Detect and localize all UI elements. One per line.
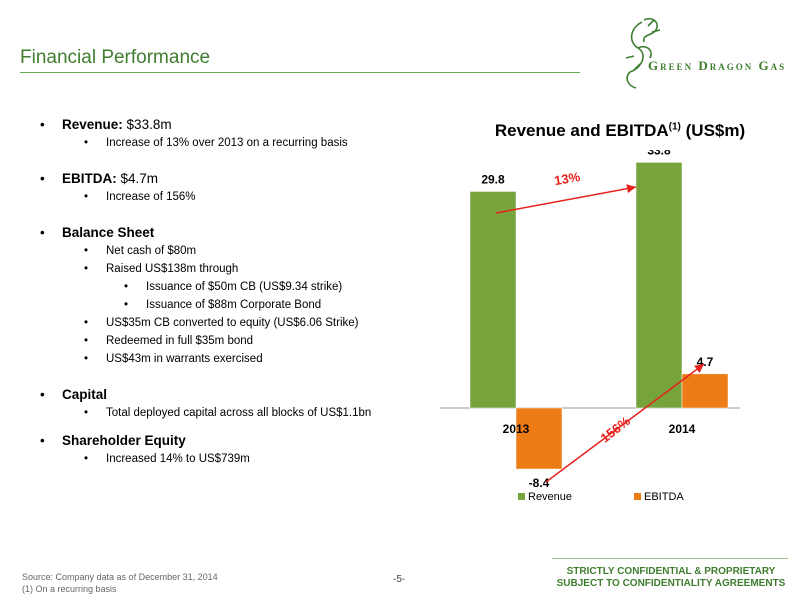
source-text: Source: Company data as of December 31, … — [22, 572, 218, 582]
equity-subbullet: Increased 14% to US$739m — [40, 450, 440, 468]
ebitda-bullet: EBITDA: $4.7m — [40, 170, 440, 188]
bar-ebitda-2014 — [681, 373, 729, 409]
data-label: 33.8 — [647, 150, 671, 157]
company-logo-text: Green Dragon Gas — [648, 58, 787, 73]
capital-heading: Capital — [62, 387, 108, 402]
growth-arrow-ebitda — [545, 363, 705, 483]
title-divider — [20, 72, 580, 73]
chart-title: Revenue and EBITDA(1) (US$m) — [460, 121, 780, 141]
data-label: -8.4 — [529, 476, 550, 490]
x-tick-label: 2013 — [503, 422, 530, 436]
growth-arrow-revenue — [495, 184, 637, 214]
page-title: Financial Performance — [20, 47, 211, 68]
ebitda-heading: EBITDA: — [62, 171, 117, 186]
confidential-divider — [552, 558, 788, 559]
balance-item: US$43m in warrants exercised — [40, 350, 440, 368]
legend-swatch-ebitda — [634, 493, 641, 500]
confidential-line-1: STRICTLY CONFIDENTIAL & PROPRIETARY — [566, 566, 776, 577]
bar-revenue-2013 — [469, 191, 517, 409]
capital-bullet: Capital — [40, 386, 440, 404]
ebitda-value: $4.7m — [120, 171, 159, 186]
equity-bullet: Shareholder Equity — [40, 432, 440, 450]
source-note: Source: Company data as of December 31, … — [22, 571, 218, 595]
bar-ebitda-2013 — [515, 407, 563, 470]
page-number: -5- — [393, 574, 406, 585]
balance-item: US$35m CB converted to equity (US$6.06 S… — [40, 314, 440, 332]
confidential-line-2: SUBJECT TO CONFIDENTIALITY AGREEMENTS — [556, 578, 786, 589]
chart-title-unit: (US$m) — [685, 121, 746, 140]
balance-subitem: Issuance of $50m CB (US$9.34 strike) — [40, 278, 440, 296]
confidential-notice: STRICTLY CONFIDENTIAL & PROPRIETARY SUBJ… — [556, 566, 786, 590]
balance-item: Net cash of $80m — [40, 242, 440, 260]
revenue-value: $33.8m — [126, 117, 172, 132]
revenue-bullet: Revenue: $33.8m — [40, 116, 440, 134]
legend-label-ebitda: EBITDA — [644, 491, 684, 503]
annotation-revenue-growth: 13% — [553, 169, 582, 188]
footnote-text: (1) On a recurring basis — [22, 584, 117, 594]
chart-title-text: Revenue and EBITDA — [494, 121, 669, 140]
balance-item: Raised US$138m through — [40, 260, 440, 278]
revenue-heading: Revenue: — [62, 117, 123, 132]
highlights-list: Revenue: $33.8m Increase of 13% over 201… — [40, 116, 440, 468]
dragon-logo-icon — [625, 17, 661, 89]
x-tick-label: 2014 — [669, 422, 696, 436]
ebitda-subbullet: Increase of 156% — [40, 188, 440, 206]
revenue-subbullet: Increase of 13% over 2013 on a recurring… — [40, 134, 440, 152]
legend-swatch-revenue — [518, 493, 525, 500]
chart-title-footnote: (1) — [668, 121, 681, 133]
equity-heading: Shareholder Equity — [62, 433, 186, 448]
bar-revenue-2014 — [635, 162, 683, 409]
capital-subbullet: Total deployed capital across all blocks… — [40, 404, 440, 422]
balance-sheet-heading: Balance Sheet — [62, 225, 155, 240]
balance-sheet-bullet: Balance Sheet — [40, 224, 440, 242]
balance-item: Redeemed in full $35m bond — [40, 332, 440, 350]
annotation-ebitda-growth: 156% — [598, 413, 634, 446]
data-label: 29.8 — [481, 172, 505, 186]
legend-label-revenue: Revenue — [528, 491, 572, 503]
balance-subitem: Issuance of $88m Corporate Bond — [40, 296, 440, 314]
